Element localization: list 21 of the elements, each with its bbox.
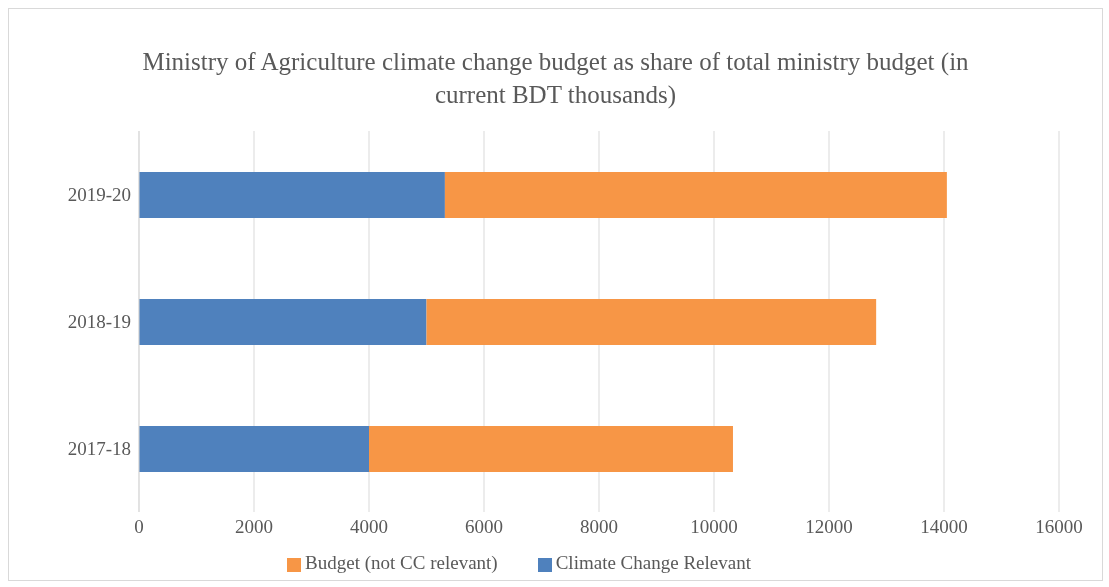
x-tick-label: 8000	[580, 516, 618, 538]
bar	[444, 172, 947, 218]
bar	[139, 299, 427, 345]
x-tick-label: 0	[134, 516, 144, 538]
x-tick-label: 6000	[465, 516, 503, 538]
x-tick-label: 16000	[1035, 516, 1083, 538]
bar	[139, 426, 369, 472]
y-tick-label: 2018-19	[67, 311, 131, 333]
x-tick-label: 14000	[920, 516, 968, 538]
x-tick-label: 12000	[805, 516, 853, 538]
x-tick-label: 2000	[235, 516, 273, 538]
y-tick-label: 2019-20	[67, 184, 131, 206]
bar	[426, 299, 877, 345]
legend-label: Climate Change Relevant	[555, 552, 751, 573]
y-tick-label: 2017-18	[67, 438, 131, 460]
legend-label: Budget (not CC relevant)	[305, 552, 498, 573]
x-tick-label: 4000	[350, 516, 388, 538]
bar	[369, 426, 733, 472]
x-tick-label: 10000	[690, 516, 738, 538]
bar	[139, 172, 445, 218]
chart-title: Ministry of Agriculture climate change budget as share of total ministry budget (in current BDT thousands)	[141, 47, 970, 110]
